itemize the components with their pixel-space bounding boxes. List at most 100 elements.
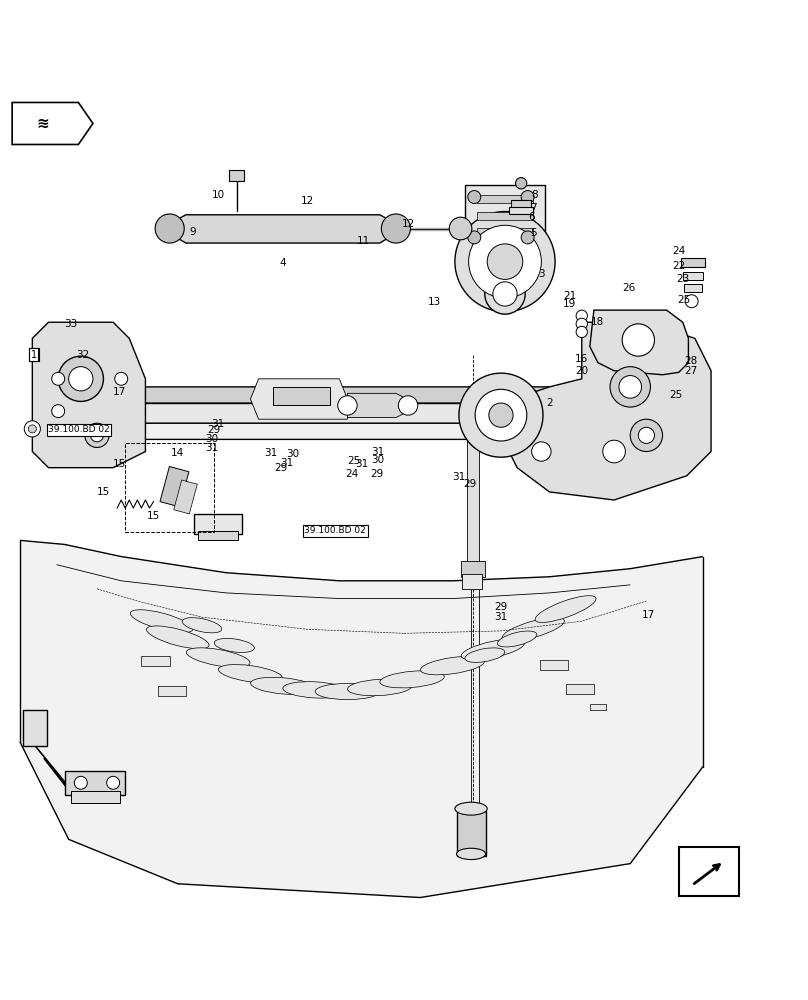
Bar: [174, 480, 197, 514]
Text: 22: 22: [672, 261, 685, 271]
Bar: [194, 514, 242, 534]
Circle shape: [74, 776, 87, 789]
Polygon shape: [97, 423, 679, 439]
Bar: [457, 811, 486, 856]
Text: 29: 29: [275, 463, 288, 473]
Circle shape: [469, 225, 541, 298]
Circle shape: [155, 214, 184, 243]
Polygon shape: [170, 215, 396, 243]
Text: 33: 33: [65, 319, 78, 329]
Circle shape: [493, 282, 517, 306]
Circle shape: [52, 405, 65, 418]
Bar: [465, 185, 545, 245]
Circle shape: [489, 403, 513, 427]
Circle shape: [455, 212, 555, 312]
Ellipse shape: [182, 618, 222, 633]
Circle shape: [449, 217, 472, 240]
Circle shape: [516, 178, 527, 189]
Bar: [683, 272, 703, 280]
Text: 30: 30: [372, 455, 385, 465]
Ellipse shape: [187, 648, 250, 667]
Circle shape: [338, 396, 357, 415]
Text: 8: 8: [532, 190, 538, 200]
Bar: [477, 212, 533, 220]
Bar: [679, 847, 739, 896]
Bar: [23, 710, 47, 746]
Text: 15: 15: [147, 511, 160, 521]
Text: 29: 29: [494, 602, 507, 612]
Text: 15: 15: [113, 459, 126, 469]
Polygon shape: [20, 540, 703, 898]
Bar: [229, 170, 244, 181]
Polygon shape: [32, 322, 145, 468]
Text: 1: 1: [31, 350, 37, 360]
Ellipse shape: [420, 656, 485, 675]
Text: 25: 25: [677, 295, 690, 305]
Bar: [71, 791, 120, 803]
Bar: [511, 200, 531, 208]
Circle shape: [85, 423, 109, 447]
Text: 11: 11: [357, 236, 370, 246]
Text: 31: 31: [452, 472, 465, 482]
Ellipse shape: [130, 610, 193, 633]
Text: 15: 15: [97, 487, 110, 497]
Text: 16: 16: [575, 354, 588, 364]
Circle shape: [576, 318, 587, 330]
Text: 17: 17: [113, 387, 126, 397]
Text: 3: 3: [538, 269, 545, 279]
Circle shape: [107, 776, 120, 789]
Circle shape: [630, 419, 663, 452]
Bar: [462, 574, 482, 589]
Bar: [509, 207, 533, 214]
Bar: [467, 415, 479, 565]
Text: 25: 25: [347, 456, 360, 466]
Bar: [273, 387, 330, 405]
Text: 31: 31: [264, 448, 277, 458]
Text: 39.100.BD 02: 39.100.BD 02: [305, 526, 366, 535]
Ellipse shape: [146, 626, 209, 649]
Circle shape: [638, 427, 654, 443]
Bar: [158, 686, 186, 696]
Ellipse shape: [315, 683, 380, 700]
Circle shape: [58, 356, 103, 401]
Circle shape: [468, 231, 481, 244]
Polygon shape: [12, 102, 93, 144]
Circle shape: [28, 425, 36, 433]
Polygon shape: [347, 393, 412, 418]
Circle shape: [622, 324, 654, 356]
Text: 31: 31: [205, 443, 218, 453]
Circle shape: [521, 231, 534, 244]
Bar: [477, 228, 533, 236]
Text: 31: 31: [494, 612, 507, 622]
Text: 5: 5: [530, 228, 537, 238]
Text: 9: 9: [189, 227, 196, 237]
Bar: [65, 771, 125, 795]
Circle shape: [90, 429, 103, 442]
Bar: [566, 684, 594, 694]
Text: 29: 29: [370, 469, 383, 479]
Text: 28: 28: [684, 356, 697, 366]
Text: 19: 19: [563, 299, 576, 309]
Text: 17: 17: [642, 610, 654, 620]
Text: 25: 25: [669, 390, 682, 400]
Bar: [477, 195, 533, 203]
Text: 30: 30: [205, 434, 218, 444]
Ellipse shape: [535, 596, 596, 622]
Text: 20: 20: [575, 366, 588, 376]
Ellipse shape: [502, 617, 565, 641]
Text: 23: 23: [676, 274, 689, 284]
Text: 27: 27: [684, 366, 697, 376]
Text: 1: 1: [31, 350, 37, 360]
Ellipse shape: [498, 631, 537, 647]
Text: 12: 12: [402, 219, 415, 229]
Ellipse shape: [380, 671, 444, 688]
Bar: [681, 258, 705, 267]
Text: 26: 26: [622, 283, 635, 293]
Circle shape: [685, 295, 698, 308]
Text: 29: 29: [208, 425, 221, 435]
Bar: [540, 660, 568, 670]
Ellipse shape: [283, 682, 347, 698]
Circle shape: [576, 326, 587, 338]
Bar: [141, 656, 170, 666]
Text: 12: 12: [301, 196, 314, 206]
